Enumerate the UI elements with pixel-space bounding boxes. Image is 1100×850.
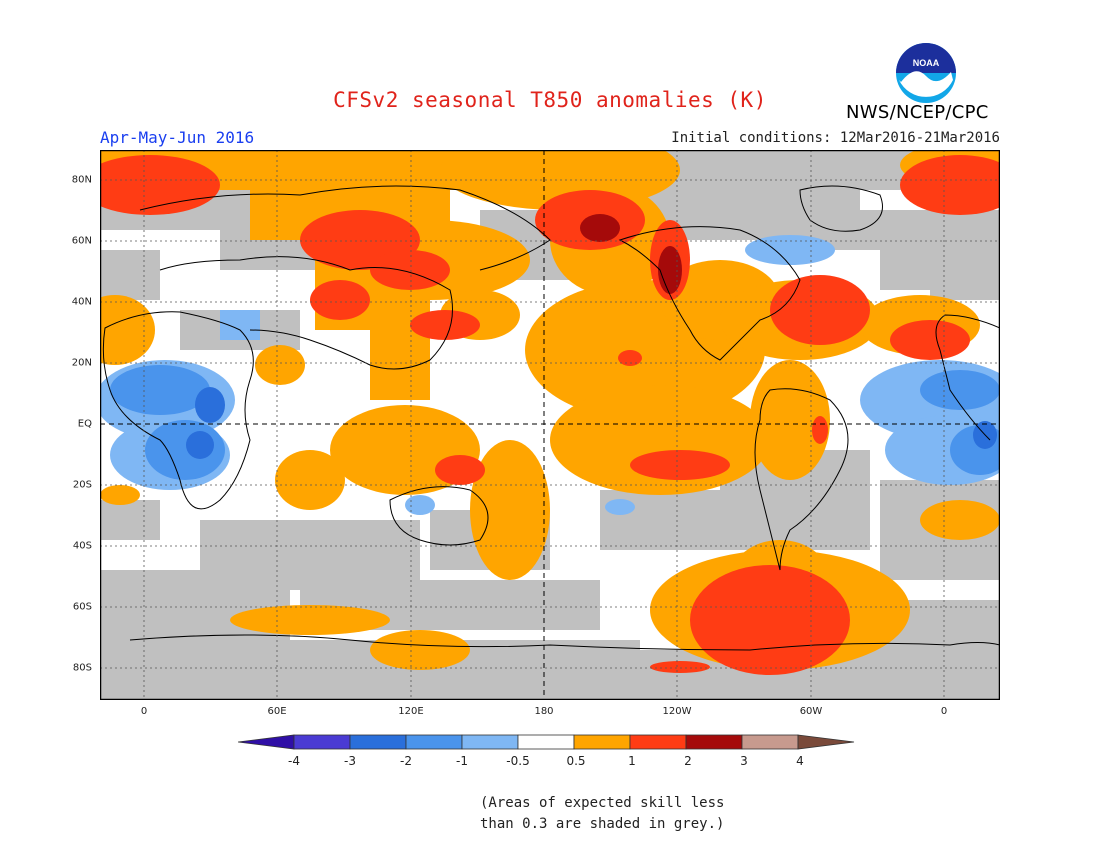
colorbar-tick: -3 xyxy=(344,754,356,768)
colorbar-bin xyxy=(349,734,407,750)
colorbar-bin xyxy=(629,734,687,750)
colorbar-tick: 4 xyxy=(796,754,804,768)
lat-label-60s: 60S xyxy=(72,601,92,613)
skill-note-line2: than 0.3 are shaded in grey.) xyxy=(480,816,725,832)
colorbar-tick: -4 xyxy=(288,754,300,768)
lon-label-120e: 120E xyxy=(398,706,424,717)
lon-label-0-east: 0 xyxy=(940,706,948,717)
skill-note-line1: (Areas of expected skill less xyxy=(480,795,725,811)
lat-label-20n: 20N xyxy=(71,357,92,369)
lon-label-180: 180 xyxy=(534,706,554,717)
lat-label-eq: EQ xyxy=(77,418,92,430)
colorbar-tick: -1 xyxy=(456,754,468,768)
initial-conditions: Initial conditions: 12Mar2016-21Mar2016 xyxy=(671,130,1000,146)
agency-label: NWS/NCEP/CPC xyxy=(846,102,989,123)
colorbar-bin xyxy=(741,734,799,750)
colorbar-bin xyxy=(573,734,631,750)
colorbar-tick: 3 xyxy=(740,754,748,768)
colorbar-arrow-low xyxy=(237,734,295,750)
lat-label-80s: 80S xyxy=(72,662,92,674)
forecast-period: Apr-May-Jun 2016 xyxy=(100,128,255,147)
lat-label-40s: 40S xyxy=(72,540,92,552)
anomaly-mid-blue xyxy=(110,365,1000,480)
noaa-logo-text: NOAA xyxy=(913,58,940,68)
colorbar-bin xyxy=(293,734,351,750)
equator-dateline xyxy=(100,150,1000,700)
colorbar xyxy=(237,733,862,773)
coastlines xyxy=(102,185,1000,651)
graticule xyxy=(100,150,1000,700)
lat-label-20s: 20S xyxy=(72,479,92,491)
colorbar-tick: 2 xyxy=(684,754,692,768)
lon-label-60e: 60E xyxy=(267,706,287,717)
colorbar-arrow-high xyxy=(797,734,855,750)
skill-note: (Areas of expected skill less than 0.3 a… xyxy=(480,793,724,835)
colorbar-tick: -2 xyxy=(400,754,412,768)
lon-label-0: 0 xyxy=(140,706,148,717)
lat-label-60n: 60N xyxy=(71,235,92,247)
lat-label-80n: 80N xyxy=(71,174,92,186)
anomaly-map xyxy=(100,150,1000,700)
colorbar-tick: -0.5 xyxy=(506,754,530,768)
lon-label-120w: 120W xyxy=(662,706,692,717)
colorbar-tick: 0.5 xyxy=(566,754,586,768)
colorbar-bin xyxy=(517,734,575,750)
lat-label-40n: 40N xyxy=(71,296,92,308)
noaa-logo: NOAA xyxy=(895,42,957,104)
map-frame xyxy=(100,150,1000,700)
colorbar-bin xyxy=(405,734,463,750)
colorbar-tick: 1 xyxy=(628,754,636,768)
colorbar-bin xyxy=(461,734,519,750)
lon-label-60w: 60W xyxy=(799,706,823,717)
anomaly-red xyxy=(100,155,1000,675)
map-title: CFSv2 seasonal T850 anomalies (K) xyxy=(333,88,767,112)
colorbar-bin xyxy=(685,734,743,750)
